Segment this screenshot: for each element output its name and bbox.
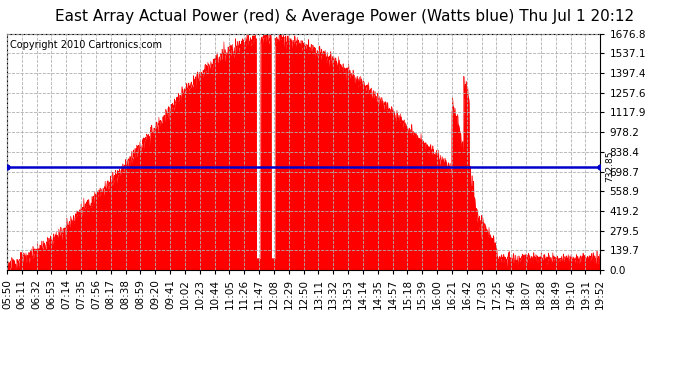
Text: 732.85: 732.85	[0, 151, 3, 183]
Text: 732.85: 732.85	[604, 151, 613, 183]
Text: East Array Actual Power (red) & Average Power (Watts blue) Thu Jul 1 20:12: East Array Actual Power (red) & Average …	[55, 9, 635, 24]
Text: Copyright 2010 Cartronics.com: Copyright 2010 Cartronics.com	[10, 40, 162, 50]
